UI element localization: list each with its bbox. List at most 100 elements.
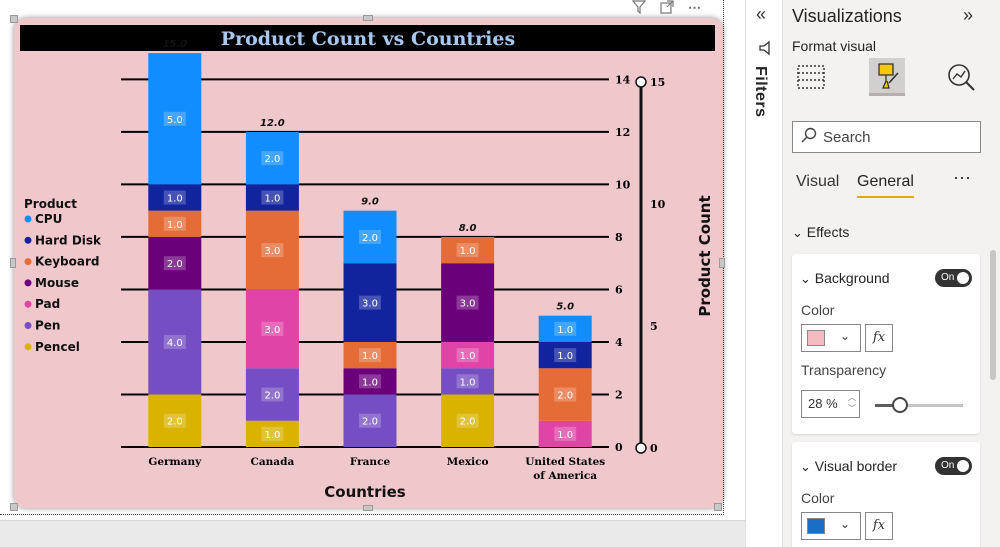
visual-header-icons: ⋯	[631, 0, 701, 15]
bar-segment	[245, 184, 299, 211]
bar-segment	[343, 341, 397, 369]
data-label-box	[163, 413, 186, 428]
pane-scrollbar[interactable]	[990, 250, 996, 380]
data-label-box	[359, 229, 381, 244]
transparency-slider-fill	[875, 404, 900, 407]
resize-handle-top[interactable]	[363, 15, 373, 21]
transparency-label: Transparency	[801, 362, 887, 378]
tab-visual[interactable]: Visual	[796, 173, 840, 190]
y-tick-label: 6	[615, 283, 623, 296]
effects-label: Effects	[806, 224, 850, 240]
focus-mode-icon[interactable]	[660, 0, 674, 14]
format-paintbrush-icon[interactable]	[869, 58, 905, 96]
zoom-slider-tick-label: 15	[650, 76, 665, 89]
bar-segment	[441, 341, 495, 369]
x-tick-label: United States	[525, 456, 605, 468]
data-label: 1.0	[557, 351, 573, 362]
toggle-knob	[957, 460, 969, 472]
legend-item: Pen	[35, 319, 60, 333]
legend-item: CPU	[35, 212, 62, 226]
filters-label[interactable]: Filters	[752, 66, 769, 118]
filter-icon[interactable]	[631, 0, 647, 15]
transparency-slider-thumb[interactable]	[891, 397, 908, 413]
x-tick-label: Canada	[251, 456, 295, 468]
bar-segment	[245, 368, 299, 421]
effects-section-header[interactable]: ⌄ Effects	[792, 224, 849, 241]
toggle-label: On	[941, 460, 955, 471]
filters-pane-collapsed: « Filters	[745, 0, 783, 547]
data-label: 2.0	[264, 154, 280, 165]
visual-border-section-header[interactable]: ⌄ Visual border	[800, 458, 897, 475]
color-swatch	[807, 518, 825, 534]
y-tick-label: 10	[615, 178, 631, 191]
visual-selection-frame	[0, 0, 724, 515]
color-swatch	[807, 330, 825, 346]
chevron-down-icon: ⌄	[840, 329, 851, 343]
bar-segment	[343, 394, 397, 447]
y-axis-title: Product Count	[696, 195, 714, 316]
conditional-format-button[interactable]: fx	[865, 512, 893, 540]
legend-item: Hard Disk	[35, 233, 102, 247]
x-tick-label: Germany	[148, 456, 202, 468]
bar-segment	[245, 420, 299, 447]
y-tick-label: 4	[615, 336, 623, 349]
x-tick-label: of America	[533, 470, 597, 482]
analytics-magnifier-icon[interactable]	[943, 58, 979, 96]
bar-segment	[148, 210, 202, 237]
conditional-format-button[interactable]: fx	[865, 324, 893, 352]
data-label: 5.0	[167, 115, 183, 126]
resize-handle-right[interactable]	[719, 258, 725, 268]
background-toggle[interactable]: On	[935, 269, 972, 287]
bar-segment	[538, 341, 592, 369]
data-label: 1.0	[264, 430, 280, 441]
data-label: 1.0	[362, 351, 378, 362]
bar-segment	[441, 263, 495, 342]
color-label: Color	[801, 490, 835, 506]
data-label-box	[554, 321, 577, 336]
transparency-input[interactable]: 28 % ︿ ﹀	[801, 390, 860, 418]
toggle-knob	[957, 272, 969, 284]
data-label: 3.0	[460, 299, 476, 310]
spin-arrows-icon[interactable]: ︿ ﹀	[848, 393, 856, 413]
build-visual-icon[interactable]	[793, 58, 829, 96]
resize-handle-bottom-left[interactable]	[10, 503, 18, 511]
filter-pane-icon[interactable]	[757, 40, 773, 59]
bar-segment	[538, 420, 592, 447]
data-label-box	[261, 426, 284, 441]
border-color-picker[interactable]: ⌄	[801, 512, 861, 540]
chevron-down-icon: ⌄	[800, 459, 811, 474]
chart-visual[interactable]: Product Count vs Countries 0 2 4 6 8 10 12 14 2.0…	[14, 18, 723, 508]
double-chevron-right-icon[interactable]: »	[963, 5, 974, 25]
x-tick-label: Mexico	[447, 456, 489, 468]
data-label-box	[359, 374, 381, 389]
bar-segment	[441, 394, 495, 447]
bar-segment	[538, 315, 592, 342]
bar-segment	[245, 210, 299, 290]
data-label: 3.0	[362, 299, 378, 310]
resize-handle-bottom-right[interactable]	[714, 503, 722, 511]
more-options-icon[interactable]: ⋯	[688, 0, 701, 15]
y-tick-label: 12	[615, 126, 630, 139]
background-color-picker[interactable]: ⌄	[801, 324, 861, 352]
resize-handle-top-left[interactable]	[10, 15, 18, 23]
data-label: 1.0	[460, 246, 476, 257]
visual-border-toggle[interactable]: On	[935, 457, 972, 475]
legend-marker	[24, 343, 32, 351]
transparency-unit: %	[826, 396, 838, 411]
data-label: 1.0	[557, 325, 573, 336]
data-label: 2.0	[264, 390, 280, 401]
data-label-box	[456, 413, 479, 428]
more-options-icon[interactable]: ⋯	[953, 168, 972, 188]
search-input[interactable]: Search	[792, 121, 981, 153]
tab-general[interactable]: General	[857, 173, 914, 190]
resize-handle-bottom[interactable]	[363, 505, 373, 511]
transparency-slider-track[interactable]	[875, 404, 963, 407]
resize-handle-left[interactable]	[10, 258, 16, 268]
data-label: 1.0	[264, 194, 280, 205]
background-section-header[interactable]: ⌄ Background	[800, 270, 890, 287]
zoom-slider-tick-label: 0	[650, 442, 658, 455]
toggle-label: On	[941, 272, 955, 283]
data-label-box	[456, 243, 479, 258]
double-chevron-left-icon[interactable]: «	[756, 4, 767, 24]
